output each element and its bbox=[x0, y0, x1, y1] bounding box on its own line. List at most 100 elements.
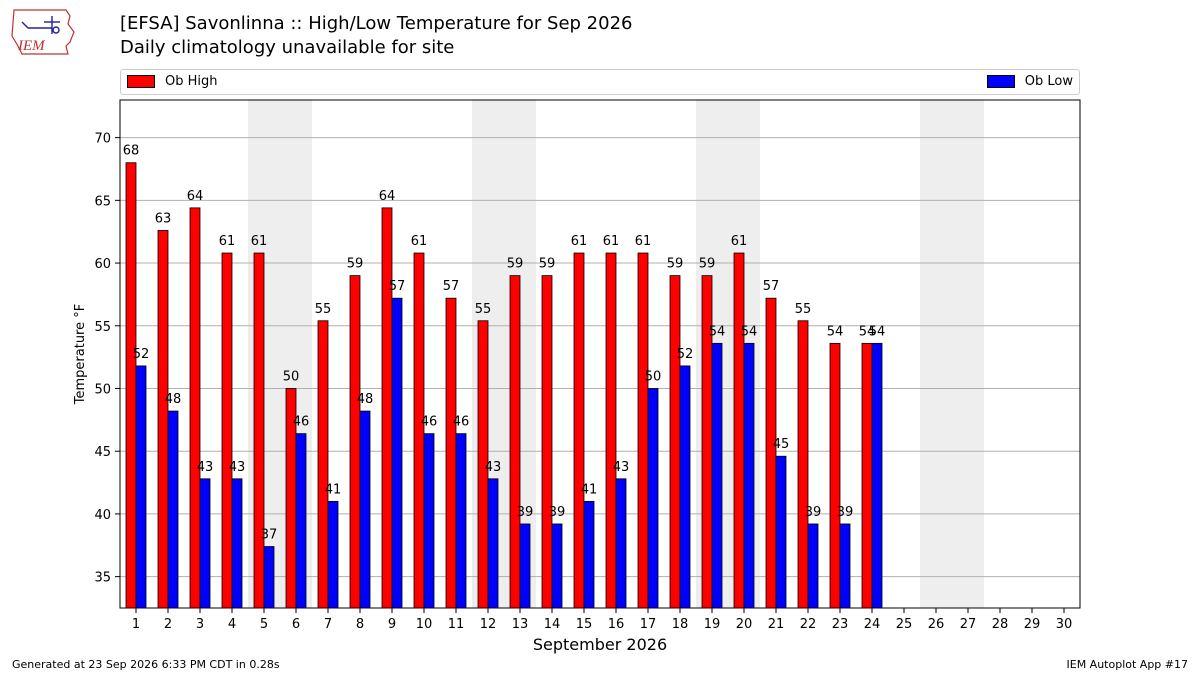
x-tick-label: 2 bbox=[164, 617, 172, 632]
x-tick-label: 15 bbox=[576, 617, 593, 632]
high-value-label: 59 bbox=[507, 257, 524, 272]
x-tick-label: 8 bbox=[356, 617, 364, 632]
low-bar bbox=[807, 523, 819, 609]
high-value-label: 61 bbox=[731, 234, 748, 249]
high-value-label: 59 bbox=[667, 257, 684, 272]
high-bar bbox=[253, 252, 265, 609]
high-bar bbox=[765, 297, 777, 609]
x-tick-label: 10 bbox=[416, 617, 433, 632]
weekend-shade bbox=[920, 100, 952, 608]
high-value-label: 59 bbox=[699, 257, 716, 272]
high-value-label: 59 bbox=[539, 257, 556, 272]
low-value-label: 50 bbox=[645, 369, 662, 384]
high-bar bbox=[221, 252, 233, 609]
legend-swatch-low bbox=[986, 75, 1015, 88]
low-bar bbox=[743, 342, 755, 609]
high-value-label: 57 bbox=[763, 279, 780, 294]
low-value-label: 54 bbox=[741, 324, 758, 339]
x-tick-label: 1 bbox=[132, 617, 140, 632]
y-tick-label: 35 bbox=[94, 571, 111, 586]
low-value-label: 46 bbox=[293, 415, 310, 430]
high-value-label: 63 bbox=[155, 211, 172, 226]
low-value-label: 39 bbox=[805, 505, 822, 520]
high-value-label: 54 bbox=[827, 324, 844, 339]
x-tick-label: 16 bbox=[608, 617, 625, 632]
x-tick-label: 25 bbox=[896, 617, 913, 632]
low-bar bbox=[359, 410, 371, 609]
x-tick-label: 23 bbox=[832, 617, 849, 632]
y-tick-label: 55 bbox=[94, 320, 111, 335]
y-axis-label: Temperature °F bbox=[73, 304, 88, 405]
app-footer: IEM Autoplot App #17 bbox=[1066, 658, 1189, 671]
high-bar bbox=[381, 207, 393, 609]
low-bar bbox=[455, 433, 467, 609]
y-tick-label: 70 bbox=[94, 132, 111, 147]
high-bar bbox=[445, 297, 457, 609]
y-tick-label: 45 bbox=[94, 445, 111, 460]
low-value-label: 39 bbox=[549, 505, 566, 520]
high-value-label: 55 bbox=[795, 302, 812, 317]
iem-logo: IEM bbox=[11, 9, 75, 55]
low-value-label: 37 bbox=[261, 528, 278, 543]
low-value-label: 54 bbox=[869, 324, 886, 339]
low-bar bbox=[327, 500, 339, 609]
x-axis-label: September 2026 bbox=[533, 635, 667, 654]
high-value-label: 50 bbox=[283, 369, 300, 384]
low-value-label: 48 bbox=[357, 392, 374, 407]
high-bar bbox=[797, 320, 809, 609]
low-bar bbox=[583, 500, 595, 609]
logo-text: IEM bbox=[17, 38, 46, 54]
low-bar bbox=[871, 342, 883, 609]
high-value-label: 61 bbox=[411, 234, 428, 249]
x-tick-label: 18 bbox=[672, 617, 689, 632]
high-bar bbox=[189, 207, 201, 609]
low-bar bbox=[231, 478, 243, 609]
high-value-label: 55 bbox=[315, 302, 332, 317]
low-value-label: 43 bbox=[485, 460, 502, 475]
low-bar bbox=[199, 478, 211, 609]
low-value-label: 46 bbox=[421, 415, 438, 430]
low-value-label: 43 bbox=[229, 460, 246, 475]
x-tick-label: 13 bbox=[512, 617, 529, 632]
low-value-label: 46 bbox=[453, 415, 470, 430]
high-value-label: 61 bbox=[571, 234, 588, 249]
x-tick-label: 5 bbox=[260, 617, 268, 632]
high-bar bbox=[125, 162, 137, 609]
low-bar bbox=[775, 455, 787, 609]
high-bar bbox=[573, 252, 585, 609]
x-tick-label: 22 bbox=[800, 617, 817, 632]
high-bar bbox=[605, 252, 617, 609]
x-tick-label: 12 bbox=[480, 617, 497, 632]
high-bar bbox=[413, 252, 425, 609]
low-bar bbox=[711, 342, 723, 609]
low-value-label: 52 bbox=[133, 347, 150, 362]
low-bar bbox=[423, 433, 435, 609]
generated-footer: Generated at 23 Sep 2026 6:33 PM CDT in … bbox=[12, 658, 280, 671]
high-bar bbox=[637, 252, 649, 609]
x-tick-label: 4 bbox=[228, 617, 236, 632]
high-value-label: 57 bbox=[443, 279, 460, 294]
legend-item-low: Ob Low bbox=[986, 74, 1073, 89]
low-bar bbox=[391, 297, 403, 609]
high-value-label: 61 bbox=[635, 234, 652, 249]
high-value-label: 64 bbox=[187, 189, 204, 204]
low-bar bbox=[615, 478, 627, 609]
low-bar bbox=[487, 478, 499, 609]
high-bar bbox=[317, 320, 329, 609]
high-bar bbox=[541, 275, 553, 609]
low-bar bbox=[839, 523, 851, 609]
high-value-label: 61 bbox=[219, 234, 236, 249]
high-value-label: 54 bbox=[859, 324, 876, 339]
chart-subtitle: Daily climatology unavailable for site bbox=[120, 37, 455, 58]
legend-item-high: Ob High bbox=[127, 74, 218, 89]
x-tick-label: 6 bbox=[292, 617, 300, 632]
high-bar bbox=[829, 342, 841, 609]
legend: Ob High Ob Low bbox=[120, 69, 1080, 95]
high-bar bbox=[733, 252, 745, 609]
high-value-label: 61 bbox=[251, 234, 268, 249]
weekend-shade bbox=[952, 100, 984, 608]
high-value-label: 55 bbox=[475, 302, 492, 317]
x-tick-label: 14 bbox=[544, 617, 561, 632]
high-bar bbox=[669, 275, 681, 609]
